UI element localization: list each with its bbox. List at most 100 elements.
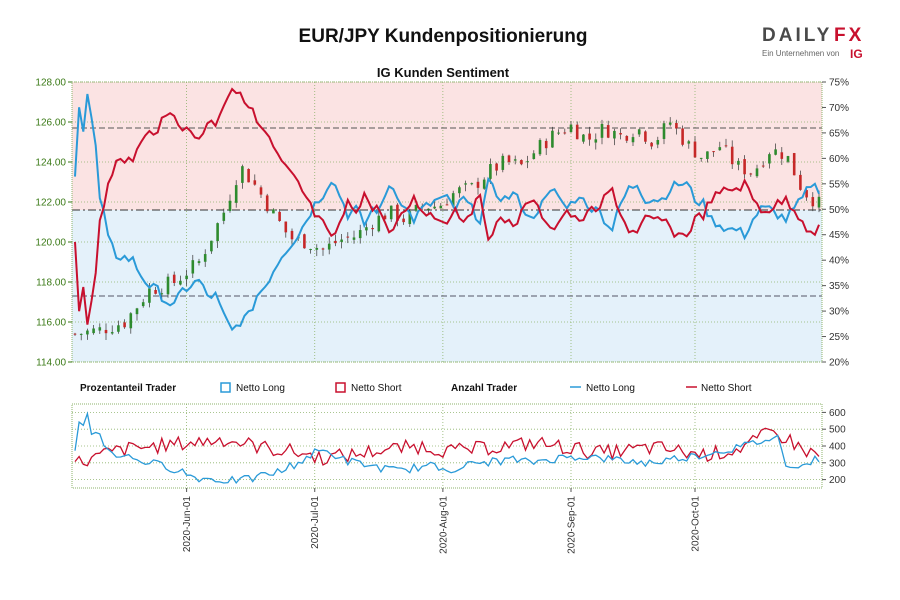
percent-tick-label: 35%	[829, 281, 849, 292]
candle-body	[86, 330, 89, 335]
candle-body	[724, 145, 728, 147]
date-tick-label: 2020-Aug-01	[438, 496, 449, 554]
candle-body	[352, 237, 356, 240]
candle-body	[681, 128, 684, 145]
date-tick-label: 2020-Oct-01	[691, 496, 702, 552]
candle-body	[693, 141, 697, 158]
reference-lines	[72, 127, 822, 297]
candle-body	[185, 275, 188, 280]
legend: Prozentanteil Trader Netto Long Netto Sh…	[80, 382, 752, 394]
candle-body	[606, 125, 610, 138]
candle-body	[588, 133, 591, 140]
price-tick-label: 122.00	[35, 198, 66, 209]
candle-body	[396, 204, 399, 222]
candle-body	[451, 193, 455, 207]
candle-body	[557, 132, 560, 134]
percent-long-line	[74, 93, 820, 332]
candle-body	[458, 187, 461, 194]
candle-body	[743, 159, 746, 175]
candle-body	[154, 290, 157, 294]
candle-body	[247, 168, 250, 183]
candle-body	[706, 151, 709, 159]
count-tick-label: 400	[829, 442, 846, 453]
price-tick-label: 116.00	[36, 318, 66, 329]
candle-body	[377, 215, 381, 232]
count-tick-label: 600	[829, 408, 846, 419]
candle-body	[98, 327, 102, 331]
candle-body	[117, 325, 120, 332]
candle-body	[414, 204, 418, 211]
dailyfx-logo: DAILY FX Ein Unternehmen von IG	[762, 25, 864, 61]
candle-body	[637, 129, 641, 135]
candle-body	[284, 221, 288, 233]
candle-body	[129, 313, 133, 329]
candle-body	[427, 208, 430, 210]
candle-body	[210, 240, 213, 252]
legend-long-swatch	[220, 382, 231, 393]
candle-body	[358, 230, 362, 239]
percent-tick-label: 20%	[829, 358, 849, 369]
candle-body	[687, 141, 691, 144]
candle-body	[526, 161, 529, 163]
percent-tick-label: 55%	[829, 179, 849, 190]
candle-body	[371, 228, 374, 230]
candle-body	[110, 332, 114, 334]
logo-fx: FX	[834, 25, 864, 46]
candle-body	[433, 206, 436, 209]
candle-body	[216, 223, 219, 242]
candle-body	[327, 243, 331, 250]
candle-body	[470, 183, 474, 185]
upper-sentiment-zone	[72, 82, 822, 210]
upper-plot-frame	[71, 81, 823, 363]
legend-count-long: Netto Long	[586, 383, 635, 394]
lower-grid	[72, 404, 822, 488]
price-tick-label: 114.00	[36, 358, 66, 369]
chart-subtitle: IG Kunden Sentiment	[377, 65, 510, 80]
price-tick-label: 118.00	[36, 278, 66, 289]
date-tick-label: 2020-Jul-01	[310, 496, 321, 549]
candle-body	[141, 302, 145, 307]
candle-body	[600, 123, 604, 138]
percent-tick-label: 40%	[829, 256, 849, 267]
candle-body	[315, 247, 319, 250]
candle-body	[334, 240, 337, 244]
price-tick-label: 126.00	[35, 118, 66, 129]
price-candles	[73, 117, 821, 341]
chart-title: EUR/JPY Kundenpositionierung	[299, 26, 588, 47]
candle-body	[365, 227, 368, 231]
candle-body	[222, 212, 226, 221]
percent-axis: 20% 25% 30% 35% 40% 45% 50% 55% 60% 65% 70% 75%	[822, 78, 849, 369]
candle-body	[272, 209, 275, 214]
candle-body	[768, 154, 771, 164]
candle-body	[668, 122, 672, 125]
percent-short-line	[74, 87, 820, 325]
candle-body	[92, 328, 95, 334]
candle-body	[569, 124, 573, 133]
candle-body	[383, 215, 387, 220]
candle-body	[191, 260, 195, 274]
candle-body	[792, 153, 796, 176]
price-tick-label: 124.00	[35, 158, 66, 169]
candle-body	[613, 130, 616, 139]
candle-body	[408, 211, 412, 225]
legend-percent-header: Prozentanteil Trader	[80, 383, 176, 394]
price-tick-label: 128.00	[35, 78, 66, 89]
count-tick-label: 200	[829, 475, 846, 486]
logo-subtitle: Ein Unternehmen von	[762, 49, 839, 58]
candle-body	[538, 140, 542, 155]
candle-body	[234, 185, 238, 203]
candle-body	[575, 124, 579, 140]
candle-body	[309, 249, 312, 251]
candle-body	[594, 139, 598, 143]
percent-tick-label: 60%	[829, 154, 849, 165]
candle-body	[79, 333, 83, 335]
count-tick-label: 300	[829, 458, 846, 469]
candle-body	[495, 163, 498, 171]
candle-body	[532, 153, 536, 160]
lower-sentiment-zone	[72, 210, 822, 362]
candle-body	[172, 274, 176, 283]
candle-body	[774, 149, 777, 155]
candle-body	[73, 333, 77, 335]
candle-body	[656, 140, 660, 145]
legend-count-short: Netto Short	[701, 383, 752, 394]
